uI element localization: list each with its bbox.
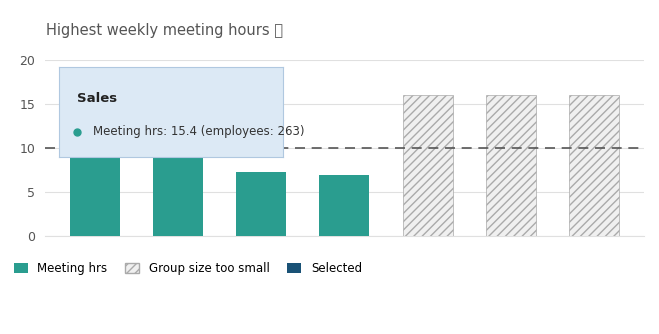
- Bar: [70, 101, 120, 236]
- Text: Highest weekly meeting hours ⓘ: Highest weekly meeting hours ⓘ: [46, 23, 283, 38]
- Bar: [320, 175, 370, 236]
- Text: Meeting hrs: 15.4 (employees: 263): Meeting hrs: 15.4 (employees: 263): [93, 125, 304, 138]
- Bar: [153, 150, 203, 236]
- Bar: [486, 95, 536, 236]
- Bar: [236, 172, 286, 236]
- Text: Sales: Sales: [77, 92, 117, 105]
- Bar: [403, 95, 453, 236]
- Bar: [569, 95, 619, 236]
- Legend: Meeting hrs, Group size too small, Selected: Meeting hrs, Group size too small, Selec…: [9, 257, 366, 280]
